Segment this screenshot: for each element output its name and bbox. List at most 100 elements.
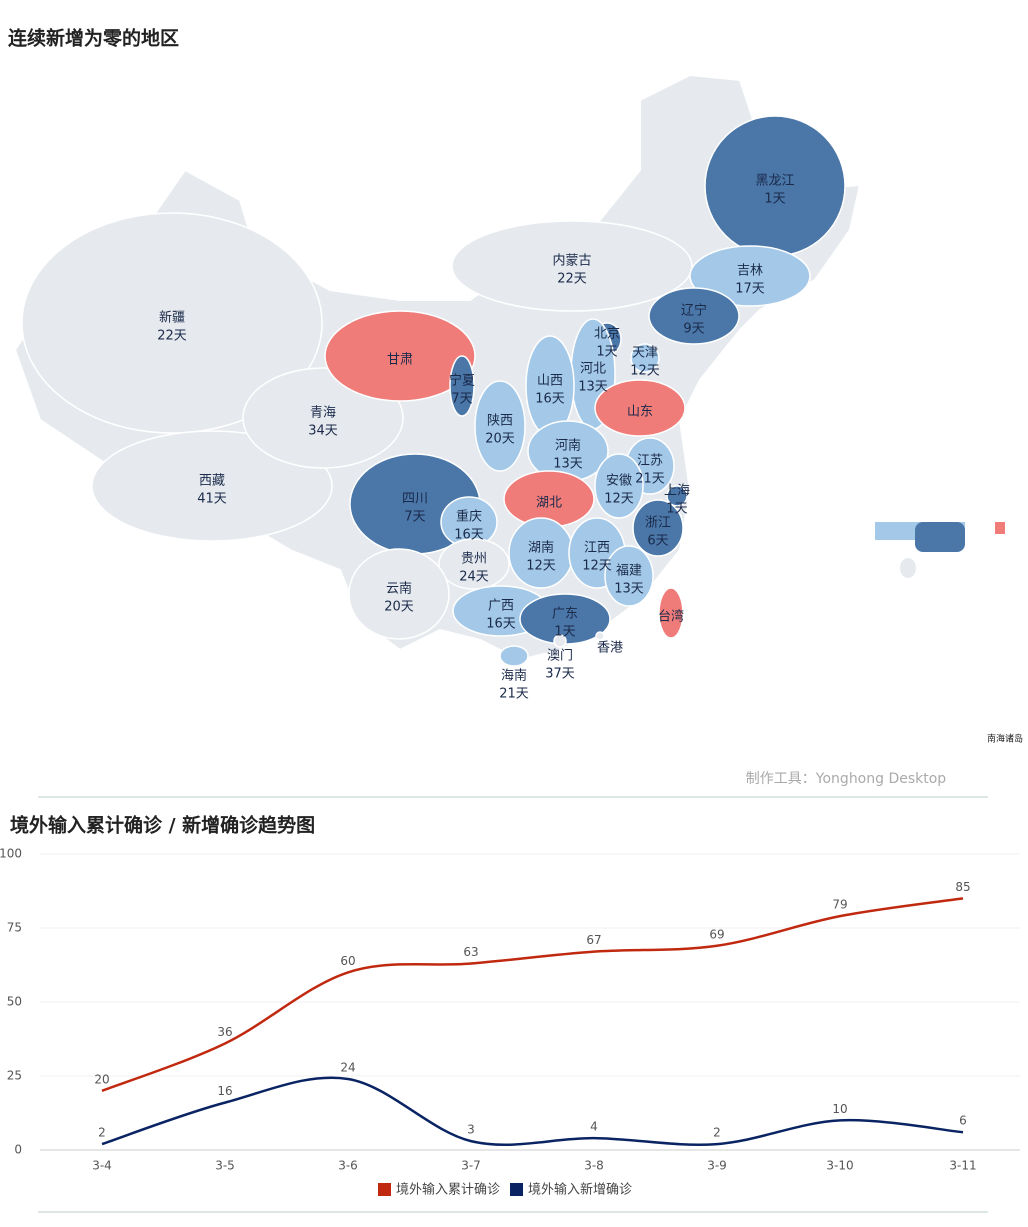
region	[21, 212, 323, 434]
data-label: 24	[340, 1060, 355, 1074]
region-name: 吉林	[737, 264, 763, 279]
region	[348, 548, 450, 640]
inset-land	[995, 522, 1005, 534]
region-value-label: 17天	[735, 282, 765, 297]
inset-land	[915, 522, 965, 552]
legend-label: 境外输入新增确诊	[528, 1182, 632, 1198]
region	[324, 310, 476, 402]
data-label: 79	[832, 898, 847, 912]
x-tick-label: 3-11	[949, 1159, 976, 1173]
region-value-label: 24天	[459, 570, 489, 585]
region-value-label: 1天	[666, 502, 687, 517]
y-tick-label: 50	[7, 995, 22, 1009]
region-value-label: 9天	[683, 322, 704, 337]
x-tick-label: 3-5	[215, 1159, 235, 1173]
region-value-label: 1天	[596, 345, 617, 360]
region-value-label: 20天	[384, 600, 414, 615]
y-tick-label: 25	[7, 1069, 22, 1083]
region	[666, 485, 688, 507]
region-value-label: 1天	[764, 192, 785, 207]
x-tick-label: 3-8	[584, 1159, 604, 1173]
region-name: 黑龙江	[755, 174, 794, 189]
region-value-label: 21天	[499, 687, 529, 702]
region-name: 台湾	[658, 609, 684, 625]
data-label: 20	[94, 1072, 109, 1086]
region-value-label: 22天	[157, 329, 187, 344]
region-name: 广东	[552, 607, 578, 622]
region-name: 甘肃	[387, 353, 413, 368]
data-label: 10	[832, 1102, 847, 1116]
x-tick-label: 3-7	[461, 1159, 481, 1173]
data-label: 6	[959, 1114, 967, 1128]
region-value-label: 1天	[554, 625, 575, 640]
region-name: 澳门	[547, 648, 573, 664]
region	[658, 587, 684, 639]
data-label: 3	[467, 1123, 475, 1137]
region-name: 山东	[627, 405, 653, 420]
region-value-label: 7天	[451, 392, 472, 407]
region-name: 浙江	[645, 516, 671, 531]
region	[595, 631, 605, 641]
data-label: 2	[98, 1126, 106, 1140]
data-label: 69	[709, 927, 724, 941]
data-label: 2	[713, 1126, 721, 1140]
region-name: 河南	[555, 438, 581, 454]
region-name: 辽宁	[681, 303, 707, 319]
region	[604, 545, 654, 607]
region-value-label: 12天	[526, 559, 556, 574]
y-tick-label: 75	[7, 921, 22, 935]
inset-land	[900, 558, 916, 578]
region-name: 宁夏	[449, 373, 475, 389]
region-name: 香港	[597, 641, 623, 656]
y-tick-label: 100	[0, 847, 22, 861]
data-label: 85	[955, 880, 970, 894]
region-name: 江西	[584, 541, 610, 556]
data-label: 36	[217, 1025, 232, 1039]
region-value-label: 16天	[454, 528, 484, 543]
region-name: 江苏	[637, 453, 663, 469]
region-value-label: 13天	[614, 582, 644, 597]
region-name: 四川	[402, 492, 428, 507]
region	[474, 380, 526, 472]
inset: 南海诸岛	[875, 522, 1023, 745]
region	[689, 245, 811, 307]
region-name: 内蒙古	[552, 253, 591, 269]
region-name: 天津	[632, 346, 658, 361]
region-value-label: 37天	[545, 667, 575, 682]
region-value-label: 16天	[486, 617, 516, 632]
x-tick-label: 3-9	[707, 1159, 727, 1173]
x-tick-label: 3-10	[826, 1159, 853, 1173]
x-tick-label: 3-6	[338, 1159, 358, 1173]
data-label: 60	[340, 954, 355, 968]
series-line	[101, 897, 964, 1092]
region	[632, 499, 684, 557]
region	[553, 634, 567, 648]
region-name: 北京	[594, 327, 620, 342]
series-line	[101, 1076, 964, 1147]
region	[594, 453, 644, 519]
region	[449, 355, 475, 417]
data-label: 4	[590, 1120, 598, 1134]
data-label: 67	[586, 933, 601, 947]
legend-label: 境外输入累计确诊	[396, 1182, 500, 1198]
region-value-label: 21天	[635, 472, 665, 487]
region	[438, 538, 510, 590]
x-tick-label: 3-4	[92, 1159, 112, 1173]
map-title: 连续新增为零的地区	[8, 27, 179, 50]
region-name: 云南	[386, 581, 412, 597]
chart-title: 境外输入累计确诊 / 新增确诊趋势图	[10, 814, 315, 837]
region-name: 河北	[580, 362, 606, 377]
region-name: 上海	[664, 484, 690, 499]
region-value-label: 12天	[582, 559, 612, 574]
data-label: 16	[217, 1084, 232, 1098]
region-value-label: 16天	[535, 392, 565, 407]
region-value-label: 41天	[197, 492, 227, 507]
region-name: 青海	[310, 406, 336, 421]
region-name: 湖南	[528, 540, 554, 556]
region-name: 新疆	[159, 310, 185, 326]
credit: 制作工具：Yonghong Desktop	[746, 771, 947, 787]
region-value-label: 20天	[485, 432, 515, 447]
legend-swatch	[378, 1183, 391, 1196]
y-tick-label: 0	[14, 1143, 22, 1157]
